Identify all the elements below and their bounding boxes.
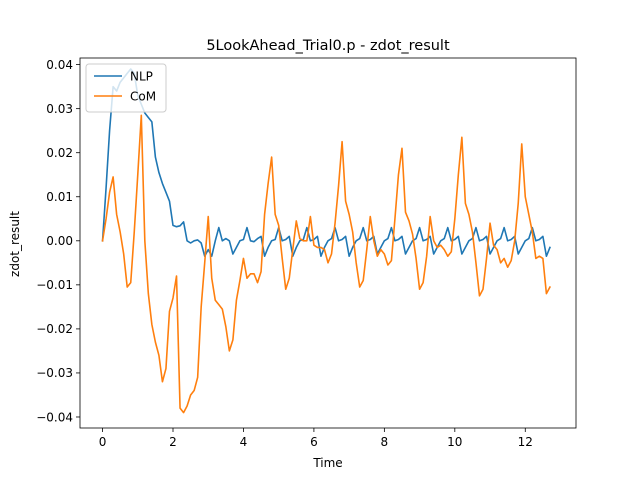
y-tick-label: −0.02 xyxy=(36,322,73,336)
series-line-com xyxy=(101,114,552,414)
x-tick-label: 8 xyxy=(381,435,389,449)
y-tick-label: −0.04 xyxy=(36,410,73,424)
y-tick-label: −0.03 xyxy=(36,366,73,380)
legend-label-com: CoM xyxy=(130,90,156,104)
y-tick-label: 0.03 xyxy=(46,102,73,116)
x-axis: 0 2 4 6 8 10 12 xyxy=(99,428,533,449)
y-tick-label: 0.01 xyxy=(46,190,73,204)
chart-title: 5LookAhead_Trial0.p - zdot_result xyxy=(206,38,450,54)
legend-label-nlp: NLP xyxy=(130,70,153,84)
y-tick-label: 0.02 xyxy=(46,146,73,160)
plot-frame xyxy=(79,57,577,429)
y-tick-label: −0.01 xyxy=(36,278,73,292)
x-tick-label: 2 xyxy=(169,435,177,449)
x-tick-label: 0 xyxy=(99,435,107,449)
y-axis-title: zdot_result xyxy=(8,211,22,277)
series-layer xyxy=(101,68,552,414)
x-tick-label: 10 xyxy=(447,435,462,449)
x-axis-title: Time xyxy=(312,456,342,470)
series-line-nlp xyxy=(101,68,551,258)
x-tick-label: 6 xyxy=(310,435,318,449)
x-tick-label: 12 xyxy=(518,435,533,449)
y-tick-label: 0.04 xyxy=(46,58,73,72)
x-tick-label: 4 xyxy=(240,435,248,449)
y-axis: −0.04 −0.03 −0.02 −0.01 0.00 0.01 0.02 0.03 0.04 xyxy=(36,58,80,424)
legend: NLP CoM xyxy=(85,63,167,113)
y-tick-label: 0.00 xyxy=(46,234,73,248)
legend-box xyxy=(85,63,167,113)
